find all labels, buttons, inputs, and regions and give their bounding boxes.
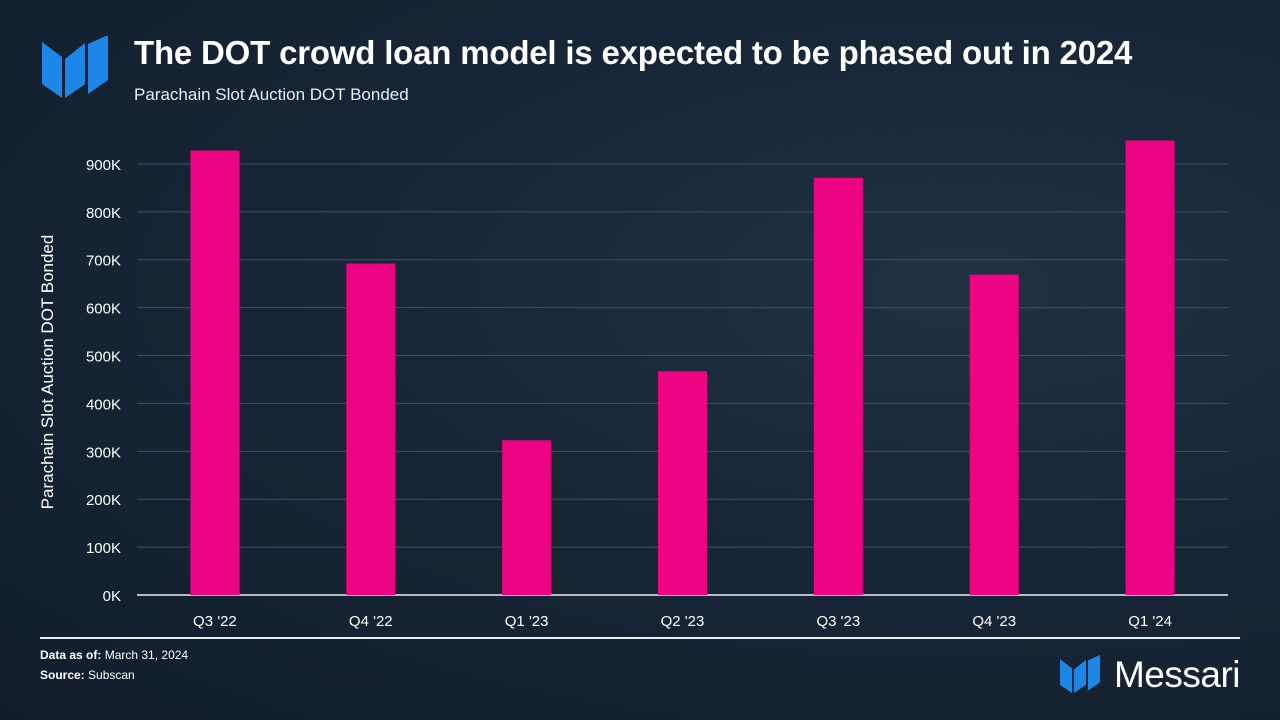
bar: [1125, 140, 1175, 595]
data-as-of-note: Data as of: March 31, 2024: [40, 648, 188, 662]
footer-divider: [40, 637, 1240, 639]
x-tick-label: Q4 '22: [349, 613, 393, 630]
bar: [346, 263, 396, 595]
y-tick-label: 200K: [86, 492, 121, 509]
y-tick-labels: 0K 100K 200K 300K 400K 500K 600K 700K 800K 900K: [86, 157, 121, 605]
bar: [658, 371, 707, 595]
bar: [813, 177, 863, 595]
y-tick-label: 300K: [86, 444, 121, 461]
x-tick-labels: Q3 '22 Q4 '22 Q1 '23 Q2 '23 Q3 '23 Q4 '23 Q1 '…: [193, 613, 1172, 630]
bar: [969, 274, 1019, 595]
x-tick-label: Q1 '23: [505, 613, 549, 630]
y-tick-label: 800K: [86, 205, 121, 222]
chart-title: The DOT crowd loan model is expected to …: [134, 34, 1133, 71]
messari-brand-icon: [1059, 655, 1100, 694]
x-tick-label: Q2 '23: [661, 613, 705, 630]
data-as-of-label: Data as of:: [40, 648, 102, 662]
messari-logo-icon: [42, 36, 108, 98]
source-label: Source:: [40, 668, 85, 682]
source-note: Source: Subscan: [40, 668, 135, 682]
y-tick-label: 100K: [86, 540, 121, 557]
y-tick-label: 600K: [86, 301, 121, 318]
y-tick-label: 500K: [86, 349, 121, 366]
y-tick-label: 900K: [86, 157, 121, 174]
x-tick-label: Q3 '23: [816, 613, 860, 630]
x-tick-label: Q1 '24: [1128, 613, 1172, 630]
y-tick-label: 0K: [103, 588, 121, 605]
bar: [190, 150, 240, 595]
y-tick-label: 400K: [86, 396, 121, 413]
bars: [190, 140, 1175, 595]
source-value: Subscan: [88, 668, 135, 682]
x-tick-label: Q4 '23: [972, 613, 1016, 630]
chart-subtitle: Parachain Slot Auction DOT Bonded: [134, 85, 409, 104]
brand-name: Messari: [1113, 654, 1241, 695]
x-tick-label: Q3 '22: [193, 613, 237, 630]
bar: [502, 440, 552, 595]
y-axis-label: Parachain Slot Auction DOT Bonded: [38, 235, 57, 510]
messari-brand: Messari: [1059, 654, 1241, 696]
y-tick-label: 700K: [86, 253, 121, 270]
data-as-of-value: March 31, 2024: [104, 648, 189, 662]
